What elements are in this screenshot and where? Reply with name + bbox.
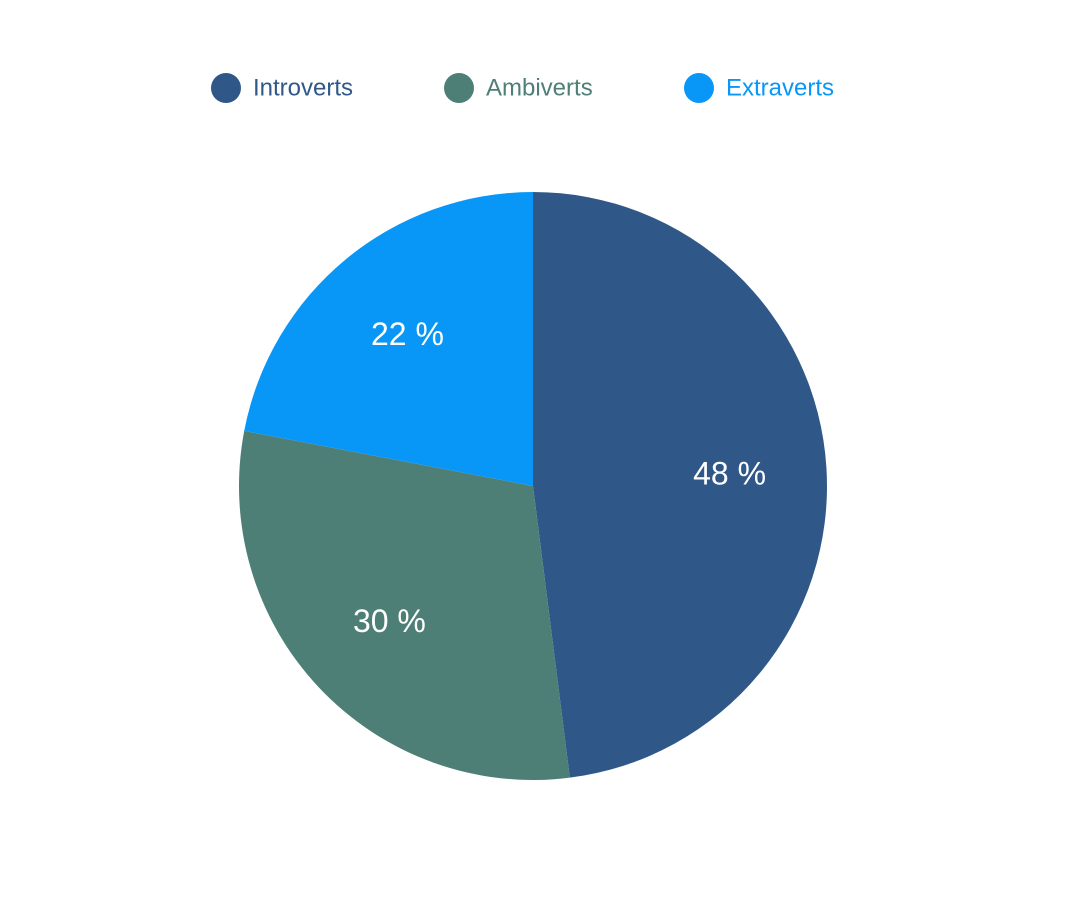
legend-marker xyxy=(684,73,714,103)
slice-label: 22 % xyxy=(371,316,444,352)
pie-slice xyxy=(244,191,533,487)
slice-label: 48 % xyxy=(693,456,766,492)
legend-marker xyxy=(211,73,241,103)
legend-label: Introverts xyxy=(253,75,353,102)
pie-slice xyxy=(533,192,827,778)
legend-marker xyxy=(444,73,474,103)
legend-label: Ambiverts xyxy=(486,75,593,102)
legend-label: Extraverts xyxy=(726,75,834,102)
pie-slice xyxy=(239,430,570,780)
slice-label: 30 % xyxy=(353,603,426,639)
